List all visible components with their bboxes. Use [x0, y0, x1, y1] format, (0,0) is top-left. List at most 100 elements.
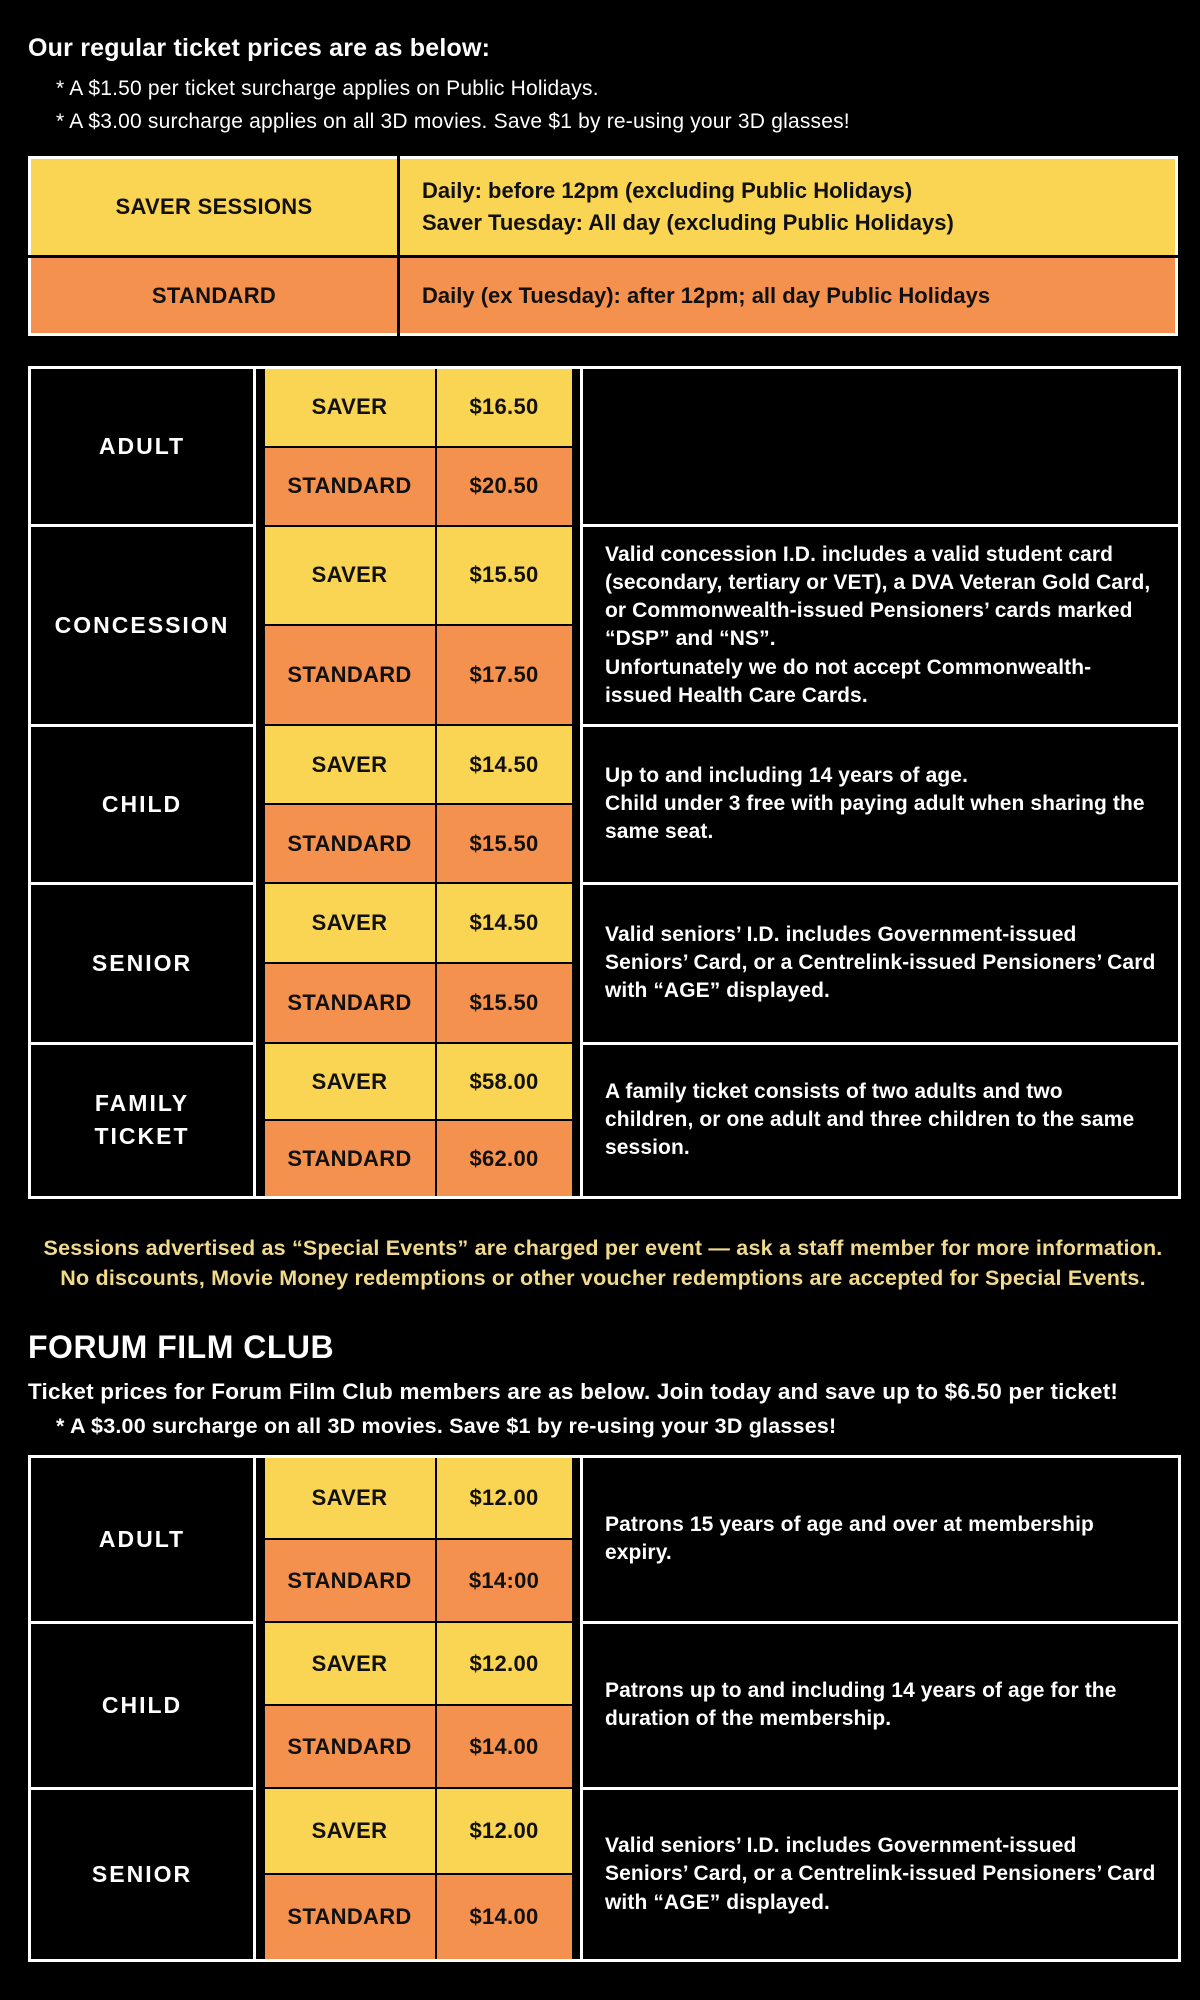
saver-sessions-times-line1: Daily: before 12pm (excluding Public Hol…	[422, 178, 913, 204]
club-category-cell-child: CHILD	[28, 1620, 256, 1790]
column-gap	[254, 1456, 264, 1623]
tier-cell-standard: STANDARD	[262, 445, 437, 527]
column-gap	[572, 367, 582, 526]
tier-cell-saver: SAVER	[262, 366, 437, 448]
column-gap	[572, 1788, 582, 1961]
price-cell-adult-standard: $20.50	[434, 445, 574, 527]
club-price-cell-child-saver: $12.00	[434, 1621, 574, 1707]
price-cell-senior-saver: $14.50	[434, 882, 574, 965]
tier-cell-saver: SAVER	[262, 524, 437, 627]
page-title: Our regular ticket prices are as below:	[28, 34, 491, 62]
category-cell-adult: ADULT	[28, 366, 256, 527]
3d-surcharge-note: * A $3.00 surcharge applies on all 3D mo…	[56, 110, 850, 133]
price-cell-adult-saver: $16.50	[434, 366, 574, 448]
table-row: FAMILY TICKET SAVER $58.00 A family tick…	[28, 1041, 1181, 1199]
standard-sessions-times-line1: Daily (ex Tuesday): after 12pm; all day …	[422, 282, 991, 308]
saver-sessions-row: SAVER SESSIONS Daily: before 12pm (exclu…	[29, 157, 1177, 258]
category-cell-concession: CONCESSION	[28, 524, 256, 727]
table-row: STANDARD $15.50	[30, 962, 1180, 1045]
tier-cell-standard: STANDARD	[262, 803, 437, 885]
column-gap	[254, 725, 264, 884]
standard-sessions-label: STANDARD	[29, 256, 400, 335]
session-times-table: SAVER SESSIONS Daily: before 12pm (exclu…	[28, 156, 1178, 336]
club-price-cell-child-standard: $14.00	[434, 1704, 574, 1790]
club-note-cell-child: Patrons up to and including 14 years of …	[580, 1620, 1181, 1790]
tier-cell-standard: STANDARD	[262, 1873, 437, 1962]
table-row: CHILD SAVER $12.00 Patrons up to and inc…	[28, 1620, 1181, 1790]
column-gap	[254, 367, 264, 526]
table-row: STANDARD $17.50	[30, 624, 1180, 727]
column-gap	[572, 725, 582, 884]
table-row: SENIOR SAVER $12.00 Valid seniors’ I.D. …	[28, 1786, 1181, 1962]
public-holiday-surcharge-note: * A $1.50 per ticket surcharge applies o…	[56, 77, 599, 100]
table-row: ADULT SAVER $12.00 Patrons 15 years of a…	[28, 1454, 1181, 1624]
table-row: CONCESSION SAVER $15.50 Valid concession…	[28, 524, 1181, 727]
special-events-notice: Sessions advertised as “Special Events” …	[28, 1233, 1178, 1293]
tier-cell-saver: SAVER	[262, 1621, 437, 1707]
table-row: CHILD SAVER $14.50 Up to and including 1…	[28, 723, 1181, 885]
tier-cell-saver: SAVER	[262, 1042, 437, 1122]
club-price-cell-senior-standard: $14.00	[434, 1873, 574, 1962]
standard-sessions-times: Daily (ex Tuesday): after 12pm; all day …	[398, 256, 1177, 335]
note-cell-concession: Valid concession I.D. includes a valid s…	[580, 524, 1181, 727]
club-note-cell-adult: Patrons 15 years of age and over at memb…	[580, 1454, 1181, 1624]
table-row: ADULT SAVER $16.50	[28, 366, 1181, 527]
tier-cell-standard: STANDARD	[262, 1538, 437, 1624]
table-row: STANDARD $14:00	[30, 1538, 1180, 1624]
column-gap	[572, 1622, 582, 1789]
film-club-heading: FORUM FILM CLUB	[28, 1328, 335, 1365]
price-cell-family-standard: $62.00	[434, 1119, 574, 1199]
tier-cell-standard: STANDARD	[262, 1119, 437, 1199]
standard-sessions-row: STANDARD Daily (ex Tuesday): after 12pm;…	[29, 256, 1177, 335]
price-cell-family-saver: $58.00	[434, 1042, 574, 1122]
table-row: STANDARD $20.50	[30, 445, 1180, 527]
note-cell-family: A family ticket consists of two adults a…	[580, 1041, 1181, 1199]
note-cell-child: Up to and including 14 years of age. Chi…	[580, 723, 1181, 885]
regular-price-table: ADULT SAVER $16.50 STANDARD $20.50 CONCE…	[28, 366, 1181, 1199]
special-events-notice-line2: No discounts, Movie Money redemptions or…	[60, 1265, 1146, 1290]
column-gap	[254, 1622, 264, 1789]
price-cell-child-standard: $15.50	[434, 803, 574, 885]
tier-cell-saver: SAVER	[262, 882, 437, 965]
club-category-cell-senior: SENIOR	[28, 1786, 256, 1962]
table-row: STANDARD $15.50	[30, 803, 1180, 885]
price-cell-concession-saver: $15.50	[434, 524, 574, 627]
column-gap	[254, 883, 264, 1044]
saver-sessions-times: Daily: before 12pm (excluding Public Hol…	[398, 157, 1177, 258]
note-cell-adult	[580, 366, 1181, 527]
club-price-cell-adult-saver: $12.00	[434, 1455, 574, 1541]
price-cell-child-saver: $14.50	[434, 724, 574, 806]
tier-cell-standard: STANDARD	[262, 1704, 437, 1790]
category-cell-senior: SENIOR	[28, 881, 256, 1045]
table-row: STANDARD $62.00	[30, 1119, 1180, 1199]
column-gap	[254, 1043, 264, 1198]
table-row: STANDARD $14.00	[30, 1704, 1180, 1790]
saver-sessions-times-line2: Saver Tuesday: All day (excluding Public…	[422, 210, 954, 235]
club-price-cell-adult-standard: $14:00	[434, 1538, 574, 1624]
film-club-3d-surcharge-note: * A $3.00 surcharge on all 3D movies. Sa…	[56, 1413, 837, 1438]
tier-cell-standard: STANDARD	[262, 624, 437, 727]
column-gap	[572, 1043, 582, 1198]
price-cell-senior-standard: $15.50	[434, 962, 574, 1045]
table-row: SENIOR SAVER $14.50 Valid seniors’ I.D. …	[28, 881, 1181, 1045]
column-gap	[572, 883, 582, 1044]
price-cell-concession-standard: $17.50	[434, 624, 574, 727]
special-events-notice-line1: Sessions advertised as “Special Events” …	[43, 1235, 1163, 1260]
tier-cell-standard: STANDARD	[262, 962, 437, 1045]
tier-cell-saver: SAVER	[262, 1787, 437, 1876]
club-category-cell-adult: ADULT	[28, 1454, 256, 1624]
tier-cell-saver: SAVER	[262, 724, 437, 806]
club-note-cell-senior: Valid seniors’ I.D. includes Government-…	[580, 1786, 1181, 1962]
column-gap	[572, 525, 582, 726]
note-cell-senior: Valid seniors’ I.D. includes Government-…	[580, 881, 1181, 1045]
category-cell-child: CHILD	[28, 723, 256, 885]
table-row: STANDARD $14.00	[30, 1873, 1180, 1962]
column-gap	[254, 525, 264, 726]
film-club-price-table: ADULT SAVER $12.00 Patrons 15 years of a…	[28, 1454, 1181, 1962]
column-gap	[254, 1788, 264, 1961]
tier-cell-saver: SAVER	[262, 1455, 437, 1541]
category-cell-family-ticket: FAMILY TICKET	[28, 1041, 256, 1199]
saver-sessions-label: SAVER SESSIONS	[29, 157, 400, 258]
film-club-subtitle: Ticket prices for Forum Film Club member…	[28, 1378, 1119, 1404]
